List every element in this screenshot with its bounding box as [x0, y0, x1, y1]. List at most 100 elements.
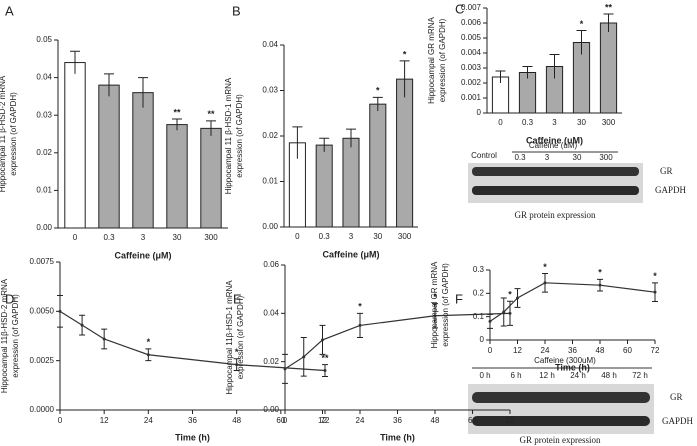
x-tick-label: 24 [144, 416, 153, 425]
bar [599, 22, 618, 114]
y-tick-label: 0.02 [262, 131, 278, 140]
x-tick-label: 72 [321, 416, 330, 425]
x-tick-label: 3 [349, 232, 354, 241]
y-tick-label: 0.01 [36, 186, 52, 195]
blot-f: Caffeine (300uM) 0 h 6 h 12 h 24 h 48 h … [468, 356, 694, 445]
blot-caption: GR protein expression [520, 435, 601, 445]
panel-label: B [232, 3, 241, 18]
point [543, 281, 547, 285]
x-tick-label: 60 [276, 416, 285, 425]
significance: ** [321, 353, 329, 363]
significance: * [403, 49, 407, 59]
y-tick-label: 0.03 [262, 86, 278, 95]
y-tick-label: 0.04 [36, 73, 52, 82]
y-tick-label: 0.0025 [30, 356, 55, 365]
blot-lane: 300 [599, 153, 613, 162]
y-axis-label: Hippocampal GR mRNA [427, 16, 436, 103]
point [235, 363, 239, 367]
x-tick-label: 0.3 [522, 118, 534, 127]
x-tick-label: 36 [188, 416, 197, 425]
bar [166, 124, 188, 229]
panel-label: C [455, 1, 464, 16]
point [502, 310, 506, 314]
y-tick-label: 0.01 [262, 177, 278, 186]
x-tick-label: 300 [204, 233, 218, 242]
error-bar [138, 77, 148, 108]
x-tick-label: 24 [541, 346, 550, 355]
y-tick-label: 0.0050 [30, 306, 55, 315]
y-axis-label: expression (of GAPDH) [236, 295, 245, 379]
error-bar [206, 120, 216, 136]
significance: * [358, 302, 362, 312]
y-tick-label: 0.04 [262, 40, 278, 49]
bar [98, 84, 120, 229]
point [598, 283, 602, 287]
significance: * [235, 347, 239, 357]
x-tick-label: 3 [552, 118, 557, 127]
y-axis-label: Hippocampal 11 β-HSD-1 mRNA [224, 77, 233, 194]
blot-row: GR [670, 392, 683, 402]
y-axis-label: expression (of GAPDH) [9, 92, 18, 176]
blot-title: Caffeine (uM) [529, 141, 578, 150]
error-bar [522, 66, 533, 79]
error-bar [549, 54, 560, 79]
x-axis-label: Time (h) [175, 432, 210, 442]
bar [396, 78, 414, 228]
error-bar [104, 73, 114, 97]
blot-band [472, 392, 650, 403]
x-tick-label: 12 [100, 416, 109, 425]
blot-lane: 72 h [632, 371, 648, 380]
y-tick-label: 0.004 [461, 48, 482, 57]
x-tick-label: 0.3 [319, 232, 331, 241]
blot-row: GR [660, 166, 673, 176]
error-bar [603, 13, 614, 32]
error-bar [346, 128, 356, 148]
blot-lane: 12 h [539, 371, 555, 380]
x-tick-label: 24 [356, 416, 365, 425]
error-bar [495, 70, 506, 83]
y-tick-label: 0.00 [263, 405, 279, 414]
y-axis-label: expression (of GAPDH) [441, 263, 450, 347]
blot-band [472, 186, 639, 195]
y-tick-label: 0.0075 [30, 257, 55, 266]
panel-label: A [5, 3, 14, 18]
blot-membrane [468, 384, 654, 434]
y-tick-label: 0.06 [263, 260, 279, 269]
x-tick-label: 30 [577, 118, 586, 127]
point [102, 337, 106, 341]
error-bar [576, 30, 587, 55]
bar [315, 144, 333, 228]
x-tick-label: 60 [468, 416, 477, 425]
line [59, 310, 326, 372]
blot-lane: 48 h [601, 371, 617, 380]
x-tick-label: 36 [568, 346, 577, 355]
y-tick-label: 0.007 [461, 3, 482, 12]
x-axis-label: Time (h) [555, 362, 590, 372]
bar [132, 92, 154, 229]
point [302, 355, 306, 359]
bar [518, 72, 537, 114]
x-tick-label: 72 [506, 416, 515, 425]
y-axis-label: Hippocampal 11β-HSD-2 mRNA [0, 278, 9, 393]
point [283, 367, 287, 371]
significance: ** [207, 109, 215, 119]
point [321, 338, 324, 342]
x-axis-label: Caffeine (μM) [322, 249, 379, 259]
point [516, 296, 519, 300]
blot-lane: 6 h [510, 371, 521, 380]
blot-row: GAPDH [662, 416, 694, 426]
panel: C Hippocampal GR mRNA expression (of GAPDH… [427, 1, 622, 145]
x-tick-label: 0.3 [103, 233, 115, 242]
panel: B Hippocampal 11 β-HSD-1 mRNA expression (… [224, 3, 418, 259]
x-tick-label: 48 [596, 346, 605, 355]
y-tick-label: 0.2 [473, 288, 485, 297]
x-tick-label: 36 [393, 416, 402, 425]
x-tick-label: 12 [513, 346, 522, 355]
y-axis-label: Hippocampal GR mRNA [430, 261, 439, 348]
y-tick-label: 0 [480, 335, 485, 344]
x-axis-label: Time (h) [380, 432, 415, 442]
blot-lane: 30 [573, 153, 582, 162]
significance: ** [173, 107, 181, 117]
x-tick-label: 0 [295, 232, 300, 241]
